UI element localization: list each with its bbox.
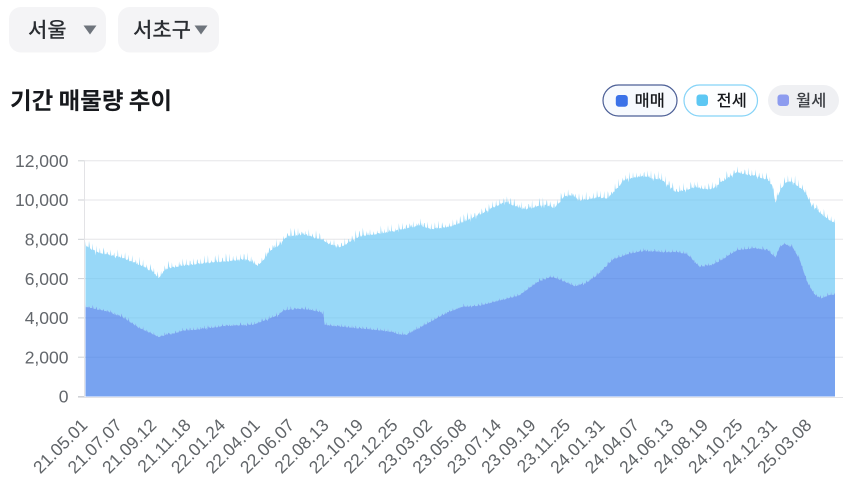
svg-text:10,000: 10,000 bbox=[15, 190, 69, 210]
svg-text:4,000: 4,000 bbox=[25, 308, 69, 328]
svg-text:2,000: 2,000 bbox=[25, 347, 69, 367]
svg-text:6,000: 6,000 bbox=[25, 269, 69, 289]
svg-text:12,000: 12,000 bbox=[15, 151, 69, 171]
svg-text:8,000: 8,000 bbox=[25, 230, 69, 250]
svg-text:0: 0 bbox=[59, 387, 69, 407]
